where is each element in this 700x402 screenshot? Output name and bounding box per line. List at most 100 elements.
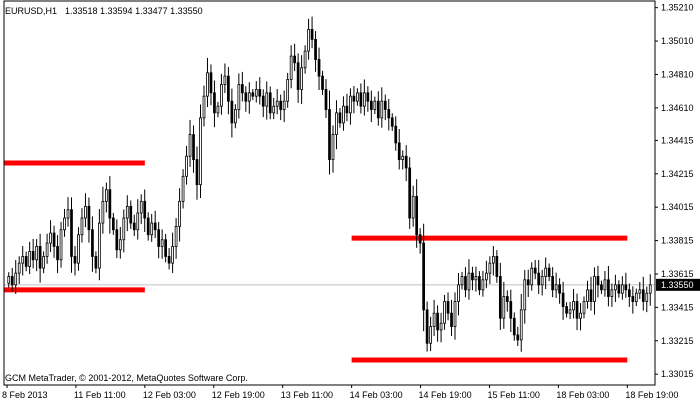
candle-body-up xyxy=(160,239,164,247)
candle-body-down xyxy=(390,117,394,127)
candle-body-up xyxy=(223,75,227,85)
candle-body-up xyxy=(150,222,154,236)
y-tick-label: 1.35210 xyxy=(661,3,694,13)
candle-body-up xyxy=(474,276,478,281)
candle-body-down xyxy=(314,39,317,60)
candle-body-down xyxy=(293,55,296,64)
candle xyxy=(342,96,345,131)
candle xyxy=(157,221,161,259)
candle xyxy=(617,280,621,298)
candle xyxy=(512,312,516,341)
candle xyxy=(582,296,586,319)
candle xyxy=(363,79,366,116)
candle xyxy=(150,213,154,242)
candle-body-down xyxy=(495,256,499,277)
candle-body-up xyxy=(485,272,488,281)
candle-body-up xyxy=(247,92,251,102)
candle xyxy=(314,31,317,72)
candle xyxy=(237,73,241,119)
candle xyxy=(328,90,331,175)
candle-body-up xyxy=(80,217,84,236)
candle-body-up xyxy=(118,239,122,251)
candle xyxy=(66,197,70,227)
candle xyxy=(289,45,293,89)
candle xyxy=(621,276,624,300)
y-tick-label: 1.33615 xyxy=(661,269,694,279)
candle-body-up xyxy=(45,242,49,257)
candle xyxy=(408,157,412,229)
candle xyxy=(28,241,32,275)
candle xyxy=(111,212,115,235)
candle-body-down xyxy=(478,276,481,291)
candle xyxy=(87,197,91,243)
candle-body-up xyxy=(275,100,279,107)
candle-body-down xyxy=(537,272,541,286)
candle xyxy=(118,226,122,259)
candle xyxy=(7,272,11,288)
candle-body-up xyxy=(621,284,624,294)
candle-body-down xyxy=(551,276,554,291)
candle-body-down xyxy=(10,276,14,286)
candle xyxy=(641,276,645,311)
candle xyxy=(457,272,460,316)
candle xyxy=(404,145,408,182)
candle xyxy=(192,125,195,173)
candle-body-up xyxy=(356,92,359,102)
candle xyxy=(481,270,485,297)
candle-body-down xyxy=(512,317,516,336)
candle-body-up xyxy=(614,284,617,291)
candle xyxy=(519,294,523,352)
ohlc-label: 1.33518 1.33594 1.33477 1.33550 xyxy=(65,6,203,16)
candle-body-up xyxy=(401,155,405,161)
candle-body-down xyxy=(38,246,42,269)
candle-body-down xyxy=(589,289,593,302)
candle-body-down xyxy=(338,112,342,124)
candle-body-up xyxy=(237,84,241,110)
candle xyxy=(293,43,296,72)
candle-body-down xyxy=(146,217,150,236)
candle-body-up xyxy=(638,289,642,294)
candle xyxy=(125,195,129,232)
candle-body-up xyxy=(439,322,443,331)
candle-body-down xyxy=(464,276,467,291)
current-price-tag-bg xyxy=(656,278,700,291)
candle-body-down xyxy=(91,229,94,257)
candle xyxy=(139,194,143,225)
candle xyxy=(415,179,419,248)
candle xyxy=(586,280,589,309)
candle-body-down xyxy=(192,134,195,161)
y-tick-label: 1.34015 xyxy=(661,202,694,212)
candle xyxy=(206,57,209,108)
y-tick-label: 1.34415 xyxy=(661,135,694,145)
candle-body-down xyxy=(157,229,161,247)
candle-body-up xyxy=(593,276,596,302)
candle xyxy=(63,208,66,237)
candle-body-up xyxy=(178,200,181,227)
candle xyxy=(101,186,105,234)
candle-body-up xyxy=(544,267,548,277)
candle-body-down xyxy=(164,239,167,257)
candle xyxy=(547,263,551,282)
candle xyxy=(523,269,527,324)
candle-body-up xyxy=(174,225,178,247)
candle-body-down xyxy=(52,232,56,247)
candle xyxy=(551,267,554,298)
candle xyxy=(401,150,405,170)
candle-body-up xyxy=(84,205,87,219)
candle xyxy=(251,88,255,101)
candle-body-down xyxy=(617,284,621,294)
candle-body-up xyxy=(21,256,25,264)
candle xyxy=(352,86,356,114)
candle-body-down xyxy=(345,105,349,114)
candle xyxy=(572,288,575,319)
candle xyxy=(136,199,140,240)
candle xyxy=(369,90,373,123)
candle xyxy=(380,87,384,128)
candle xyxy=(495,250,499,283)
candle xyxy=(223,63,227,94)
y-tick-label: 1.34810 xyxy=(661,69,694,79)
candle xyxy=(286,72,290,108)
candle-body-down xyxy=(328,109,331,161)
candle-body-up xyxy=(530,267,534,286)
candle-body-up xyxy=(77,234,80,264)
